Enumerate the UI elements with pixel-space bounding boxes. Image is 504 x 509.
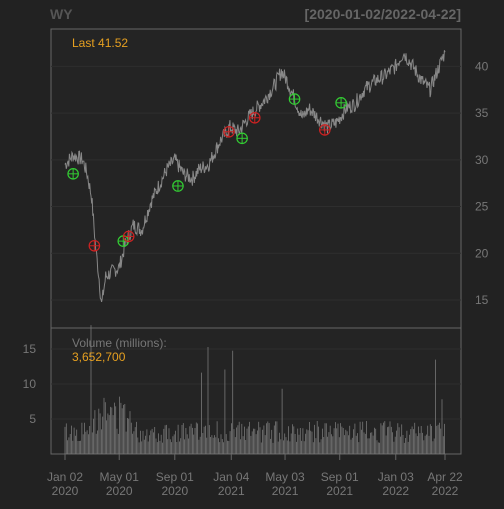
x-tick-label: May 01 [100,470,140,484]
x-tick-year: 2022 [382,484,409,498]
x-tick-label: Jan 02 [47,470,83,484]
x-tick-year: 2020 [52,484,79,498]
sell-signal-marker [88,239,101,252]
buy-signal-marker [67,168,79,180]
x-tick-year: 2022 [432,484,459,498]
volume-tick-label: 10 [23,377,37,391]
sell-signal-marker [122,230,135,243]
price-tick-label: 35 [475,106,489,120]
buy-signal-marker [288,93,301,105]
price-tick-label: 20 [475,246,489,260]
signal-markers [67,93,347,252]
x-tick-year: 2020 [161,484,188,498]
x-tick-year: 2021 [218,484,245,498]
buy-signal-marker [172,180,184,192]
x-tick-year: 2021 [326,484,353,498]
buy-signal-marker [335,97,347,109]
volume-panel: 5 10 15 Volume (millions): 3,652,700 [23,325,462,455]
x-tick-label: May 03 [265,470,305,484]
price-tick-label: 40 [475,59,489,73]
x-tick-label: Sep 01 [156,470,194,484]
volume-last-value: 3,652,700 [72,350,126,364]
volume-bars [64,325,446,454]
x-tick-label: Jan 03 [378,470,414,484]
volume-y-axis: 5 10 15 [23,342,37,426]
buy-signal-marker [236,132,248,145]
price-tick-label: 25 [475,200,489,214]
sell-signal-marker [248,111,261,124]
x-tick-label: Sep 01 [321,470,359,484]
volume-label: Volume (millions): [72,336,167,350]
x-tick-label: Apr 22 [427,470,463,484]
price-panel: 15 20 25 30 35 40 Last 41.52 [50,28,489,329]
volume-tick-label: 5 [29,412,36,426]
price-tick-label: 15 [475,293,489,307]
volume-tick-label: 15 [23,342,37,356]
x-tick-label: Jan 04 [213,470,249,484]
price-grid [51,65,461,301]
sell-signal-marker [223,125,235,138]
sell-signal-marker [319,124,331,136]
last-price-label: Last 41.52 [72,36,128,50]
x-tick-year: 2020 [106,484,133,498]
chart-title: WY [50,6,73,22]
price-tick-label: 30 [475,153,489,167]
x-tick-year: 2021 [272,484,299,498]
date-range-label: [2020-01-02/2022-04-22] [305,6,461,22]
price-panel-frame [50,28,462,329]
price-y-axis: 15 20 25 30 35 40 [475,59,489,307]
